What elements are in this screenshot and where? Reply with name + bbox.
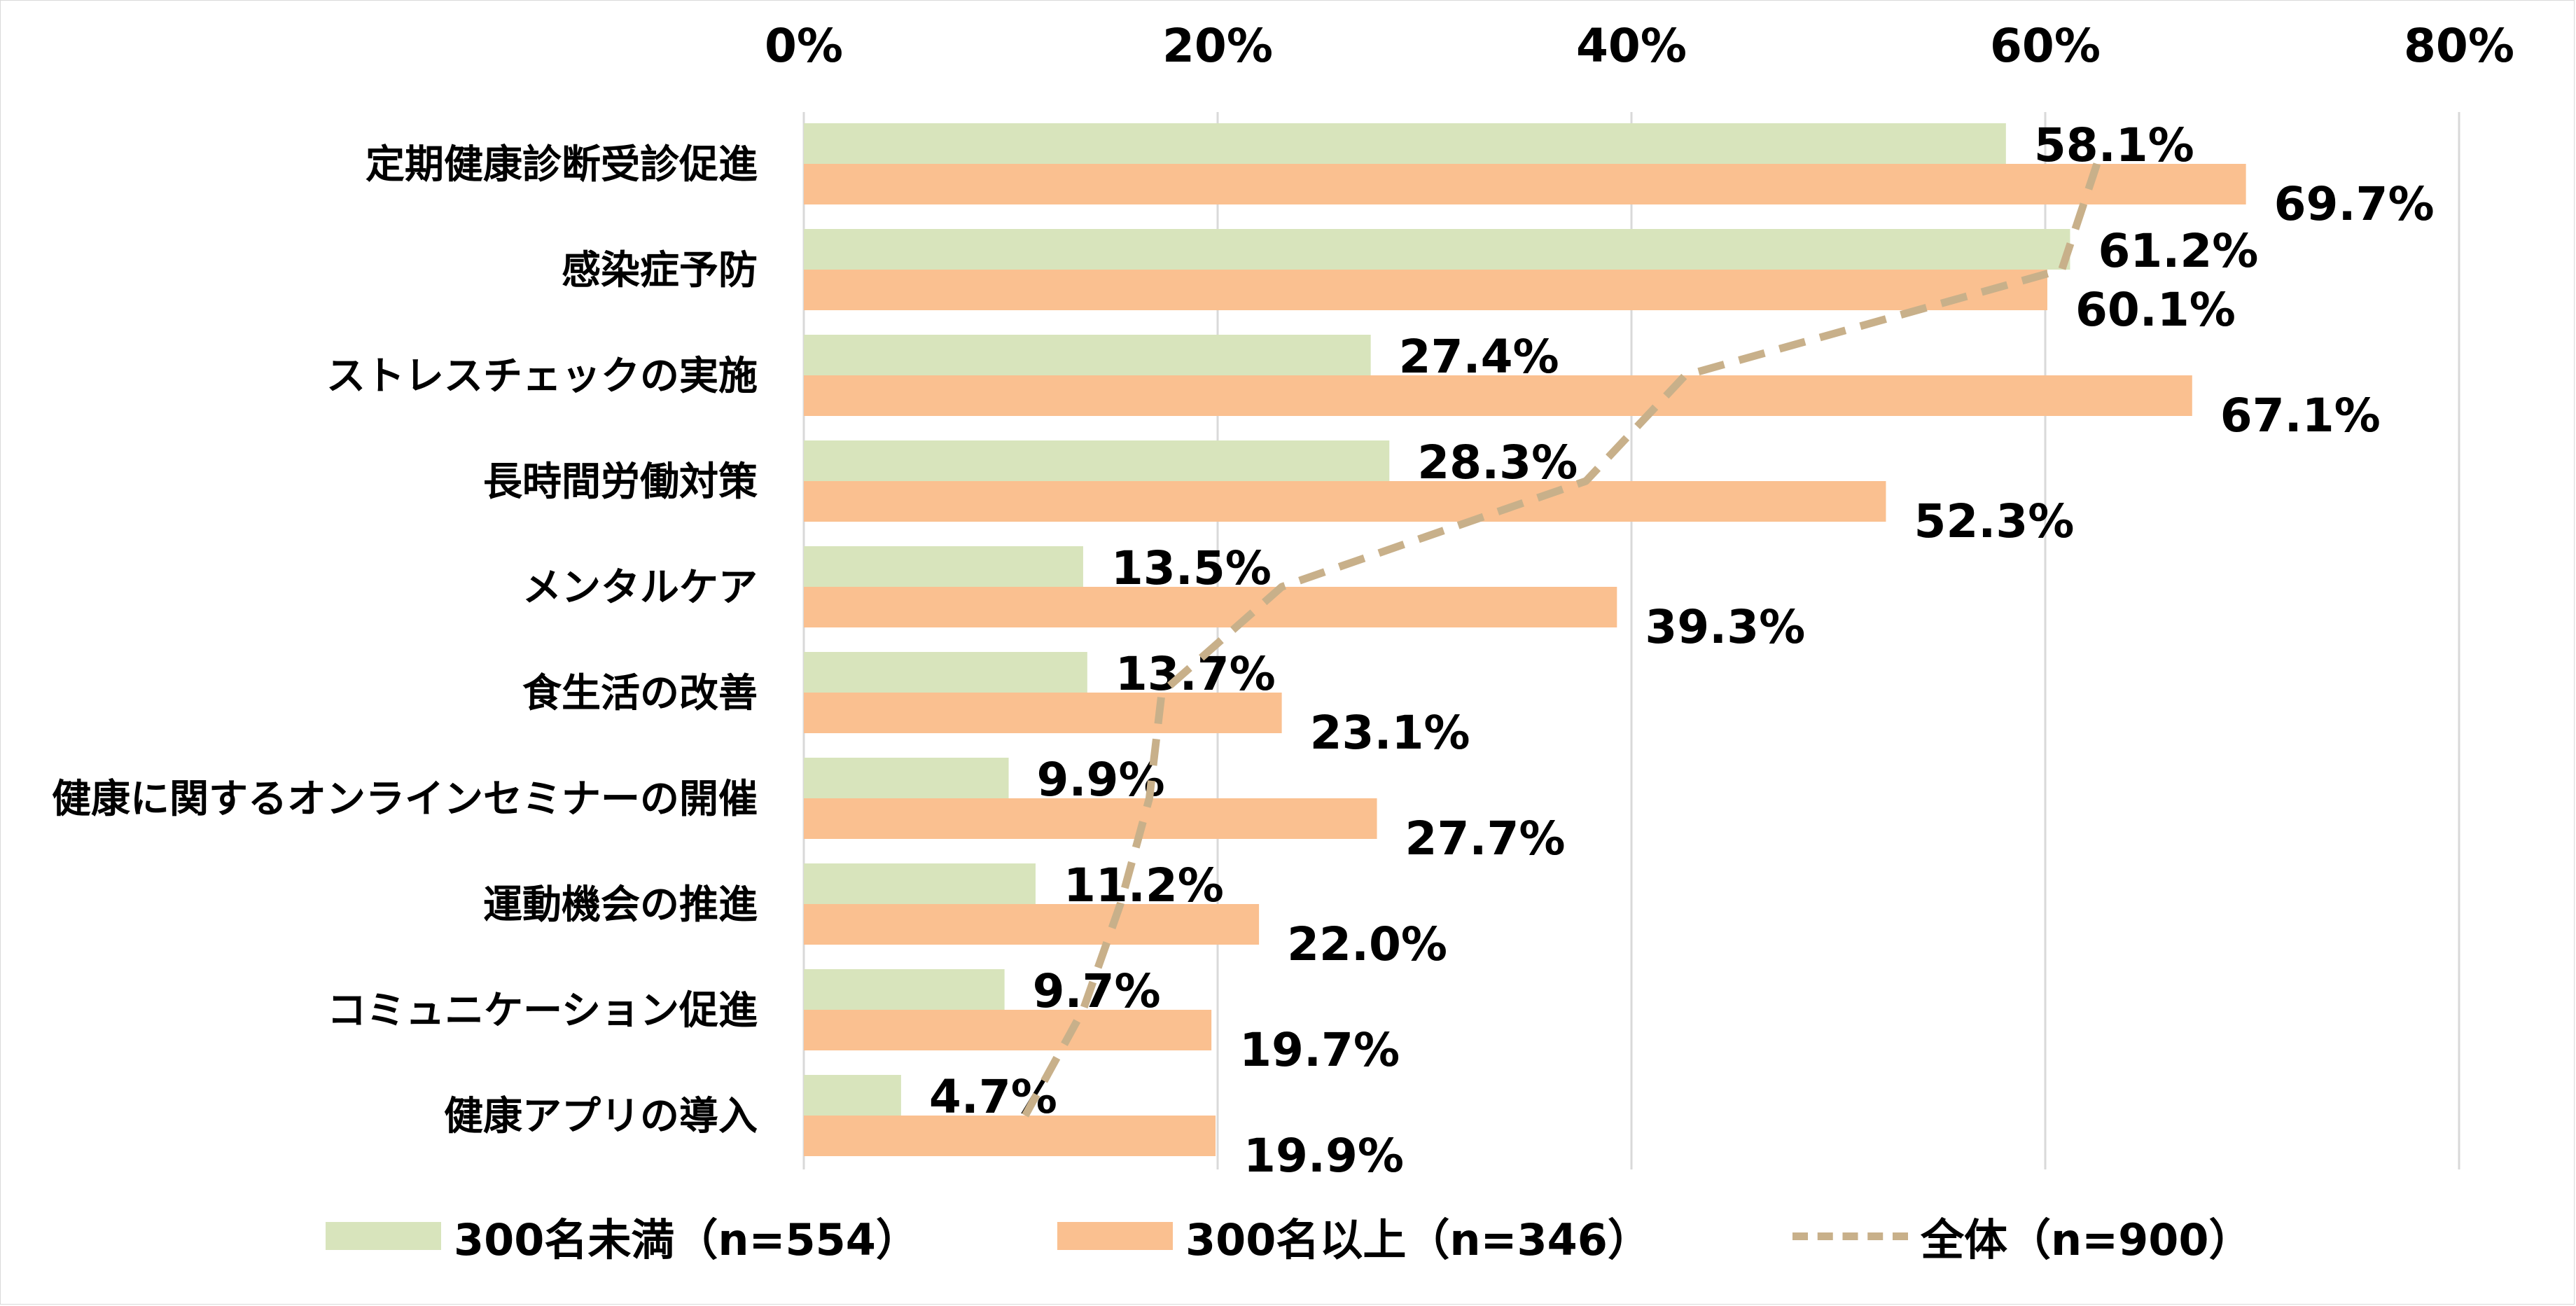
data-label-series-2: 19.7% (1239, 1023, 1400, 1077)
bar-series-2 (804, 904, 1260, 945)
x-tick-label: 0% (765, 19, 843, 73)
data-label-series-1: 9.7% (1033, 964, 1161, 1018)
data-label-series-2: 23.1% (1310, 706, 1470, 760)
bar-series-2 (804, 1010, 1212, 1050)
category-label: コミュニケーション促進 (327, 988, 758, 1034)
bar-series-2 (804, 798, 1377, 839)
bar-series-2 (804, 1116, 1216, 1156)
data-label-series-2: 27.7% (1405, 812, 1566, 866)
category-label: 健康に関するオンラインセミナーの開催 (52, 777, 758, 822)
bar-series-1 (804, 1075, 901, 1116)
bar-series-2 (804, 481, 1886, 522)
bar-series-1 (804, 863, 1036, 904)
data-label-series-2: 60.1% (2075, 283, 2236, 337)
data-label-series-1: 61.2% (2098, 224, 2258, 278)
x-tick-label: 20% (1162, 19, 1273, 73)
legend-label-series-2: 300名以上（n=346） (1185, 1214, 1651, 1265)
bar-series-1 (804, 123, 2006, 164)
category-label: メンタルケア (522, 565, 758, 611)
data-label-series-2: 22.0% (1287, 917, 1447, 971)
legend-swatch-series-1 (326, 1222, 441, 1250)
bar-series-2 (804, 375, 2192, 416)
bar-series-1 (804, 758, 1009, 798)
legend-item-series-3: 全体（n=900） (1792, 1201, 2253, 1271)
data-label-series-2: 69.7% (2274, 177, 2435, 231)
data-label-series-2: 39.3% (1645, 600, 1805, 654)
category-label: 定期健康診断受診促進 (365, 142, 758, 188)
data-label-series-1: 28.3% (1417, 436, 1578, 489)
category-label: 健康アプリの導入 (444, 1094, 758, 1139)
category-label: 長時間労働対策 (483, 459, 758, 505)
bar-series-2 (804, 270, 2047, 310)
line-series-3 (1022, 162, 2101, 1118)
legend-line-series-3 (1792, 1232, 1908, 1240)
legend-item-series-2: 300名以上（n=346） (1057, 1201, 1651, 1271)
bar-series-1 (804, 440, 1390, 481)
bar-series-2 (804, 587, 1617, 627)
x-tick-label: 60% (1990, 19, 2101, 73)
x-tick-label: 80% (2404, 19, 2514, 73)
category-label: 運動機会の推進 (483, 882, 758, 928)
bar-series-2 (804, 164, 2246, 204)
data-label-series-1: 11.2% (1064, 859, 1224, 912)
bar-series-1 (804, 652, 1087, 693)
legend: 300名未満（n=554） 300名以上（n=346） 全体（n=900） (0, 1201, 2576, 1271)
category-label: 食生活の改善 (522, 671, 758, 716)
data-label-series-2: 19.9% (1244, 1129, 1404, 1183)
legend-label-series-3: 全体（n=900） (1921, 1214, 2253, 1265)
bar-series-1 (804, 335, 1371, 375)
data-label-series-1: 58.1% (2034, 118, 2194, 172)
x-tick-label: 40% (1576, 19, 1687, 73)
data-label-series-1: 27.4% (1399, 330, 1559, 384)
bar-series-2 (804, 693, 1282, 733)
category-label: 感染症予防 (562, 248, 758, 293)
legend-item-series-1: 300名未満（n=554） (326, 1201, 919, 1271)
data-label-series-2: 52.3% (1914, 494, 2074, 548)
bar-series-1 (804, 229, 2070, 270)
data-label-series-1: 9.9% (1037, 753, 1165, 807)
category-label: ストレスチェックの実施 (326, 354, 758, 399)
bar-series-1 (804, 969, 1005, 1010)
data-label-series-1: 13.5% (1111, 541, 1272, 595)
data-label-series-2: 67.1% (2220, 389, 2381, 443)
legend-label-series-1: 300名未満（n=554） (454, 1214, 919, 1265)
bar-series-1 (804, 546, 1083, 587)
legend-swatch-series-2 (1057, 1222, 1173, 1250)
data-label-series-1: 13.7% (1115, 647, 1276, 701)
